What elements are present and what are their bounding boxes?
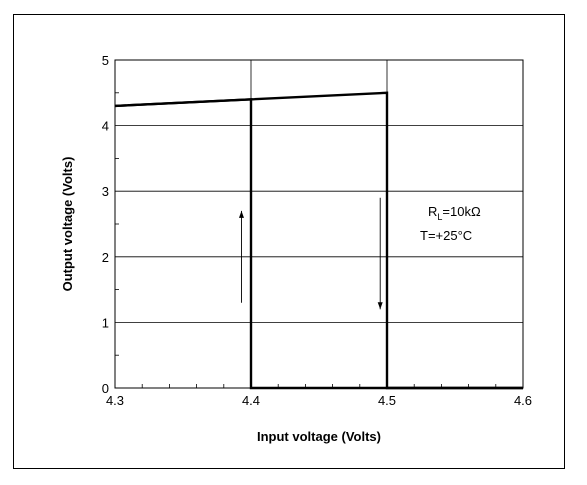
y-tick-label: 1 <box>102 315 109 330</box>
y-tick-label: 0 <box>102 381 109 396</box>
x-tick-labels: 4.3 4.4 4.5 4.6 <box>106 393 532 408</box>
x-axis-label: Input voltage (Volts) <box>257 429 381 444</box>
x-tick-label: 4.4 <box>242 393 260 408</box>
series-falling-line <box>114 91 523 390</box>
x-tick-label: 4.5 <box>378 393 396 408</box>
r-value: =10kΩ <box>442 204 481 219</box>
direction-arrows <box>238 197 383 310</box>
load-resistance-label: RL=10kΩ <box>428 204 481 222</box>
grid <box>115 60 523 388</box>
y-tick-label: 4 <box>102 119 109 134</box>
arrow-down-head <box>377 302 383 310</box>
y-axis-label: Output voltage (Volts) <box>60 157 75 292</box>
y-tick-label: 3 <box>102 184 109 199</box>
plot-area <box>114 59 524 389</box>
temperature-label: T=+25°C <box>420 228 472 243</box>
y-tick-label: 5 <box>102 53 109 68</box>
x-tick-label: 4.3 <box>106 393 124 408</box>
x-tick-label: 4.6 <box>514 393 532 408</box>
y-tick-labels: 0 1 2 3 4 5 <box>102 53 109 396</box>
series-lines <box>114 91 523 390</box>
figure-frame <box>13 14 565 469</box>
series-rising-line <box>114 98 523 390</box>
y-tick-label: 2 <box>102 250 109 265</box>
arrow-up-head <box>238 210 244 218</box>
r-subscript: L <box>437 212 442 222</box>
r-symbol: R <box>428 204 437 219</box>
